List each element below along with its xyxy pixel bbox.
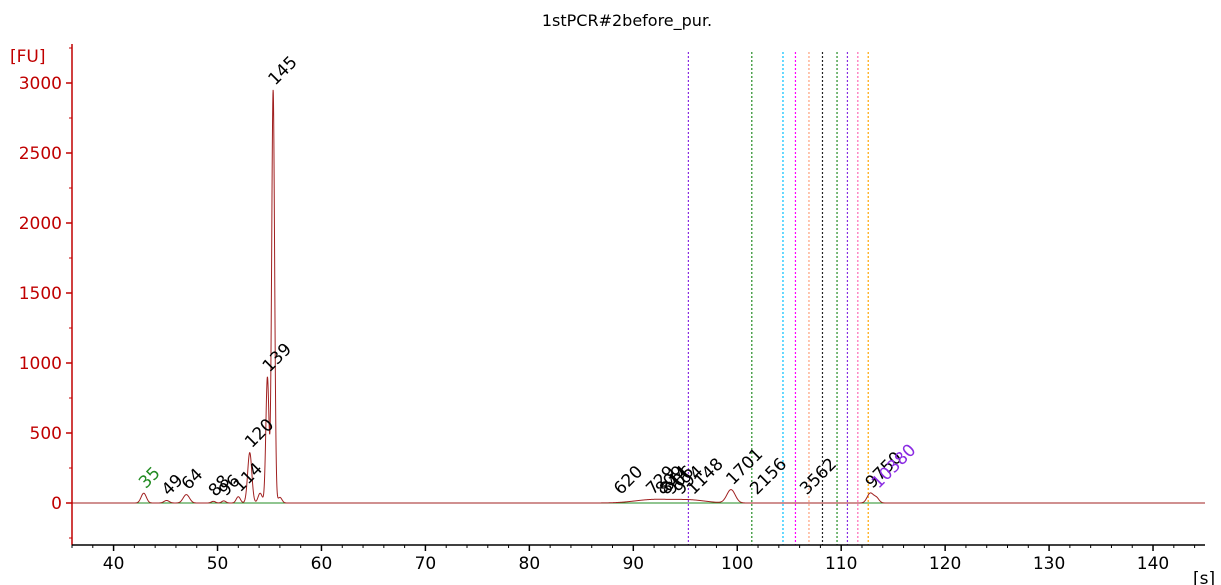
- x-tick-label: 80: [519, 554, 541, 574]
- x-tick-label: 40: [103, 554, 125, 574]
- chart-title: 1stPCR#2before_pur.: [542, 11, 712, 31]
- x-tick-label: 90: [622, 554, 644, 574]
- x-tick-label: 110: [825, 554, 857, 574]
- peak-label: 145: [265, 52, 302, 89]
- axes: [71, 44, 1205, 546]
- ticks: 0 500 1000 1500 2000 2500 3000 40 50 60 70 80 90 100 1…: [19, 47, 1196, 574]
- x-tick-label: 60: [311, 554, 333, 574]
- y-tick-label: 2500: [19, 144, 62, 164]
- peak-label: 3562: [796, 454, 841, 499]
- x-tick-label: 130: [1033, 554, 1065, 574]
- peak-label: 620: [610, 462, 647, 499]
- x-tick-label: 50: [207, 554, 229, 574]
- x-tick-label: 70: [415, 554, 437, 574]
- y-tick-label: 0: [51, 494, 62, 514]
- y-tick-label: 500: [30, 424, 62, 444]
- y-axis-label: [FU]: [10, 47, 46, 67]
- x-tick-label: 100: [721, 554, 753, 574]
- x-axis-label: [s]: [1193, 569, 1215, 585]
- trace: [72, 89, 1205, 504]
- y-tick-label: 1000: [19, 354, 62, 374]
- y-tick-label: 2000: [19, 214, 62, 234]
- x-tick-label: 120: [929, 554, 961, 574]
- y-tick-label: 3000: [19, 74, 62, 94]
- peak-labels: 3549648896114120139145620729809844906994…: [135, 52, 920, 500]
- x-tick-label: 140: [1137, 554, 1169, 574]
- y-tick-label: 1500: [19, 284, 62, 304]
- peak-label: 120: [241, 415, 278, 452]
- signal-trace: [72, 89, 1205, 504]
- peak-label: 139: [259, 339, 296, 376]
